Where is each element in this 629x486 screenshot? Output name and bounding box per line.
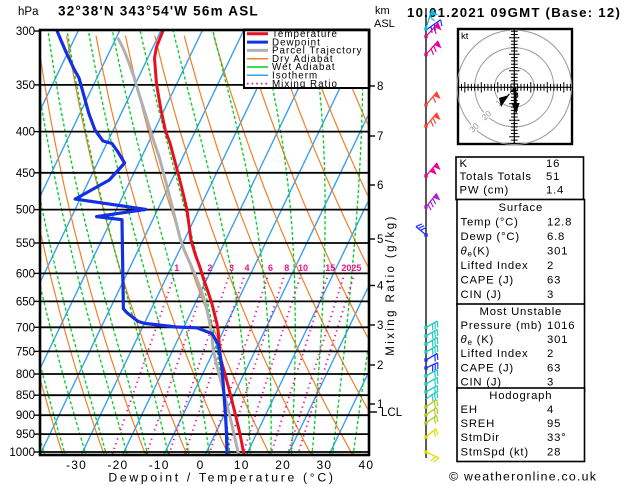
svg-text:Hodograph: Hodograph bbox=[489, 390, 552, 402]
svg-text:CAPE (J): CAPE (J) bbox=[461, 275, 514, 287]
svg-text:3: 3 bbox=[377, 320, 383, 332]
svg-text:4: 4 bbox=[547, 404, 554, 416]
svg-text:2: 2 bbox=[547, 348, 554, 360]
svg-text:Wet Adiabat: Wet Adiabat bbox=[272, 62, 336, 73]
svg-text:10: 10 bbox=[298, 263, 308, 273]
svg-text:3: 3 bbox=[547, 289, 554, 301]
svg-text:Lifted Index: Lifted Index bbox=[461, 348, 529, 360]
svg-text:hPa: hPa bbox=[18, 6, 39, 18]
svg-text:SREH: SREH bbox=[461, 418, 496, 430]
svg-text:Most Unstable: Most Unstable bbox=[479, 306, 562, 318]
svg-text:350: 350 bbox=[16, 80, 35, 92]
svg-text:12.8: 12.8 bbox=[547, 216, 572, 228]
svg-text:1: 1 bbox=[377, 399, 383, 411]
svg-text:Dewpoint: Dewpoint bbox=[272, 37, 321, 48]
svg-text:-30: -30 bbox=[66, 458, 87, 472]
svg-text:800: 800 bbox=[16, 369, 35, 381]
svg-text:3: 3 bbox=[229, 263, 234, 273]
svg-text:Temp (°C): Temp (°C) bbox=[461, 216, 519, 228]
svg-text:CIN (J): CIN (J) bbox=[461, 376, 502, 388]
svg-text:1000: 1000 bbox=[9, 447, 35, 459]
svg-text:1: 1 bbox=[174, 263, 179, 273]
svg-text:301: 301 bbox=[547, 246, 568, 258]
svg-text:Temperature: Temperature bbox=[272, 29, 338, 40]
svg-text:θe (K): θe (K) bbox=[461, 334, 495, 347]
svg-text:Dewpoint / Temperature (°C): Dewpoint / Temperature (°C) bbox=[108, 471, 335, 485]
svg-text:kt: kt bbox=[461, 31, 469, 42]
svg-text:40: 40 bbox=[359, 458, 375, 472]
svg-text:16: 16 bbox=[546, 158, 560, 170]
svg-text:900: 900 bbox=[16, 410, 35, 422]
svg-text:Dry Adiabat: Dry Adiabat bbox=[272, 54, 334, 65]
svg-text:300: 300 bbox=[16, 26, 35, 38]
svg-text:CIN (J): CIN (J) bbox=[461, 289, 502, 301]
svg-text:Surface: Surface bbox=[499, 202, 544, 214]
svg-text:K: K bbox=[460, 158, 468, 170]
svg-text:-10: -10 bbox=[149, 458, 170, 472]
svg-text:500: 500 bbox=[16, 205, 35, 217]
svg-text:3: 3 bbox=[547, 376, 554, 388]
svg-text:10.01.2021 09GMT (Base: 12): 10.01.2021 09GMT (Base: 12) bbox=[407, 5, 621, 20]
svg-text:95: 95 bbox=[547, 418, 561, 430]
svg-text:301: 301 bbox=[547, 334, 568, 346]
svg-text:4: 4 bbox=[244, 263, 249, 273]
svg-text:Dewp (°C): Dewp (°C) bbox=[461, 231, 520, 243]
svg-text:850: 850 bbox=[16, 390, 35, 402]
svg-text:950: 950 bbox=[16, 429, 35, 441]
svg-text:© weatheronline.co.uk: © weatheronline.co.uk bbox=[449, 470, 597, 484]
svg-text:Totals Totals: Totals Totals bbox=[460, 171, 532, 183]
svg-text:0: 0 bbox=[197, 458, 205, 472]
svg-text:2: 2 bbox=[547, 260, 554, 272]
svg-text:LCL: LCL bbox=[381, 407, 403, 419]
svg-text:7: 7 bbox=[377, 131, 383, 143]
svg-text:51: 51 bbox=[546, 171, 560, 183]
svg-text:15: 15 bbox=[325, 263, 335, 273]
svg-text:63: 63 bbox=[547, 362, 561, 374]
svg-text:20: 20 bbox=[275, 458, 291, 472]
svg-text:θe(K): θe(K) bbox=[461, 246, 491, 259]
svg-text:6.8: 6.8 bbox=[547, 231, 565, 243]
svg-text:EH: EH bbox=[461, 404, 478, 416]
svg-text:400: 400 bbox=[16, 127, 35, 139]
svg-text:4: 4 bbox=[377, 281, 384, 293]
svg-text:km: km bbox=[375, 5, 390, 17]
svg-text:Lifted Index: Lifted Index bbox=[461, 260, 529, 272]
svg-text:Pressure (mb): Pressure (mb) bbox=[461, 320, 543, 332]
svg-text:2: 2 bbox=[207, 263, 212, 273]
svg-text:550: 550 bbox=[16, 238, 35, 250]
svg-text:StmSpd (kt): StmSpd (kt) bbox=[461, 446, 529, 458]
svg-text:-20: -20 bbox=[107, 458, 128, 472]
svg-text:2: 2 bbox=[377, 360, 383, 372]
svg-text:Isotherm: Isotherm bbox=[272, 71, 318, 82]
svg-text:8: 8 bbox=[284, 263, 289, 273]
svg-text:Mixing Ratio: Mixing Ratio bbox=[272, 79, 338, 90]
svg-text:650: 650 bbox=[16, 296, 35, 308]
svg-text:6: 6 bbox=[377, 180, 383, 192]
svg-text:32°38'N 343°54'W 56m ASL: 32°38'N 343°54'W 56m ASL bbox=[58, 4, 259, 19]
svg-text:3: 3 bbox=[515, 91, 519, 100]
svg-text:700: 700 bbox=[16, 322, 35, 334]
svg-text:ASL: ASL bbox=[374, 18, 395, 30]
svg-text:5: 5 bbox=[377, 234, 383, 246]
svg-text:750: 750 bbox=[16, 346, 35, 358]
svg-text:CAPE (J): CAPE (J) bbox=[461, 362, 514, 374]
svg-text:30: 30 bbox=[317, 458, 333, 472]
svg-text:10: 10 bbox=[234, 458, 250, 472]
svg-text:Parcel Trajectory: Parcel Trajectory bbox=[272, 46, 363, 57]
svg-text:PW (cm): PW (cm) bbox=[460, 184, 510, 196]
svg-text:600: 600 bbox=[16, 268, 35, 280]
svg-text:63: 63 bbox=[547, 275, 561, 287]
svg-text:28: 28 bbox=[547, 446, 561, 458]
svg-text:33°: 33° bbox=[547, 432, 566, 444]
svg-text:20: 20 bbox=[341, 263, 351, 273]
svg-text:25: 25 bbox=[351, 263, 361, 273]
svg-text:1.4: 1.4 bbox=[546, 184, 564, 196]
svg-text:6: 6 bbox=[268, 263, 273, 273]
svg-text:8: 8 bbox=[377, 81, 383, 93]
svg-text:Mixing Ratio (g/kg): Mixing Ratio (g/kg) bbox=[385, 214, 397, 355]
svg-text:1016: 1016 bbox=[547, 320, 575, 332]
svg-text:StmDir: StmDir bbox=[461, 432, 500, 444]
svg-text:450: 450 bbox=[16, 168, 35, 180]
